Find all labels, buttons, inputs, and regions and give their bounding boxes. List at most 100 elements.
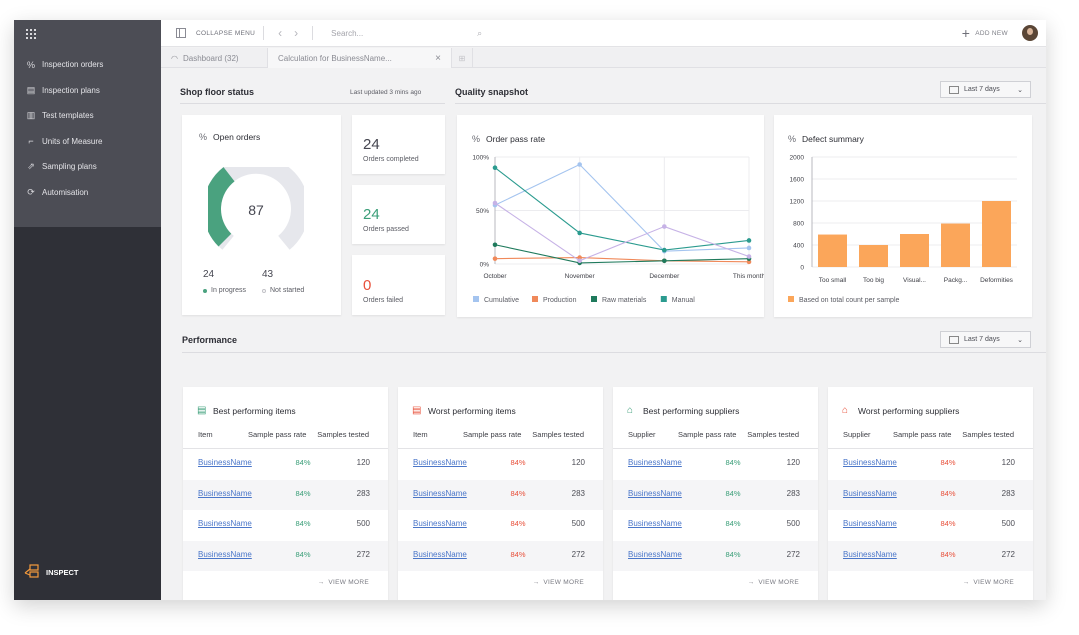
sidebar-item-inspection-plans[interactable]: ▤ Inspection plans: [14, 78, 161, 104]
orders-failed-card[interactable]: 0 Orders failed: [352, 255, 445, 315]
quality-snapshot-title: Quality snapshot: [455, 87, 529, 97]
data-point[interactable]: [746, 245, 752, 251]
business-name-link[interactable]: BusinessName: [843, 549, 897, 559]
order-pass-rate-chart: 0% 50% 100% October November December This mon…: [472, 155, 764, 305]
business-name-link[interactable]: BusinessName: [843, 458, 897, 467]
view-more-link[interactable]: → VIEW MORE: [963, 579, 1014, 586]
view-more-link[interactable]: → VIEW MORE: [533, 579, 584, 586]
add-new-button[interactable]: + ADD NEW: [962, 25, 1008, 41]
data-point[interactable]: [492, 200, 498, 206]
samples-tested-value: 283: [356, 488, 370, 498]
tab-dashboard[interactable]: ◠ Dashboard (32): [161, 48, 268, 68]
table-row: BusinessName 84% 120: [398, 449, 603, 480]
bar[interactable]: [941, 223, 970, 267]
data-point[interactable]: [577, 255, 582, 260]
data-point[interactable]: [577, 162, 582, 167]
table-row: BusinessName 84% 500: [183, 510, 388, 541]
bar[interactable]: [859, 245, 888, 267]
order-pass-rate-card[interactable]: % Order pass rate 0% 50% 100% October Novembe…: [457, 115, 764, 317]
y-tick-label: 0: [800, 265, 804, 272]
data-point[interactable]: [746, 259, 752, 265]
data-point[interactable]: [662, 224, 667, 229]
divider: [180, 103, 445, 104]
column-header: Samples tested: [532, 430, 584, 439]
grid-icon: [26, 29, 36, 39]
pass-rate-value: 84%: [725, 488, 741, 498]
card-title-row: ⌂ Worst performing suppliers: [842, 406, 959, 417]
bar[interactable]: [982, 201, 1011, 267]
search-icon[interactable]: ⌕: [477, 27, 483, 38]
data-point[interactable]: [662, 247, 667, 253]
business-name-link[interactable]: BusinessName: [413, 549, 467, 559]
business-name-link[interactable]: BusinessName: [413, 488, 467, 498]
table-row: BusinessName 84% 500: [828, 510, 1033, 541]
new-tab-button[interactable]: ⊞: [452, 48, 473, 68]
column-header: Supplier: [843, 430, 871, 439]
gauge-fill-arc: [208, 167, 235, 247]
y-tick-label: 1200: [790, 199, 805, 206]
business-name-link[interactable]: BusinessName: [628, 519, 682, 528]
samples-tested-value: 283: [1001, 488, 1015, 498]
search-input[interactable]: Search...: [331, 28, 364, 38]
bar[interactable]: [818, 234, 847, 267]
close-icon[interactable]: ×: [435, 52, 441, 64]
view-more-link[interactable]: → VIEW MORE: [318, 579, 369, 586]
y-tick-label: 0%: [480, 262, 490, 269]
defect-summary-card[interactable]: % Defect summary 0 400 800 1200 1600 2000 Too s…: [774, 115, 1032, 317]
performance-date-range-dropdown[interactable]: Last 7 days ⌄: [940, 331, 1031, 348]
app-launcher[interactable]: [14, 20, 161, 48]
y-tick-label: 800: [793, 221, 804, 228]
tab-calculation[interactable]: Calculation for BusinessName... ×: [268, 48, 452, 68]
sidebar-item-test-templates[interactable]: ▥ Test templates: [14, 103, 161, 129]
date-range-label: Last 7 days: [964, 336, 1000, 343]
orders-completed-card[interactable]: 24 Orders completed: [352, 115, 445, 174]
data-point[interactable]: [492, 242, 498, 248]
column-header: Item: [413, 430, 428, 439]
in-progress-value: 24: [203, 269, 215, 280]
data-point[interactable]: [577, 230, 582, 236]
business-name-link[interactable]: BusinessName: [413, 519, 467, 528]
business-name-link[interactable]: BusinessName: [628, 488, 682, 498]
open-orders-card[interactable]: % Open orders 87 24 43 In progress Not st…: [182, 115, 341, 315]
sidebar-item-label: Inspection orders: [42, 60, 104, 70]
business-name-link[interactable]: BusinessName: [198, 458, 252, 467]
table-header: Supplier Sample pass rate Samples tested: [613, 425, 818, 449]
shop-floor-title: Shop floor status: [180, 87, 254, 97]
app-window: % Inspection orders ▤ Inspection plans ▥ Te…: [14, 20, 1046, 600]
quality-date-range-dropdown[interactable]: Last 7 days ⌄: [940, 81, 1031, 98]
legend-swatch: [660, 296, 667, 302]
business-name-link[interactable]: BusinessName: [843, 488, 897, 498]
data-point[interactable]: [492, 256, 498, 261]
business-name-link[interactable]: BusinessName: [198, 519, 252, 528]
business-name-link[interactable]: BusinessName: [843, 519, 897, 528]
business-name-link[interactable]: BusinessName: [198, 488, 252, 498]
back-arrow-icon[interactable]: ‹: [278, 26, 283, 40]
column-header: Samples tested: [962, 430, 1014, 439]
samples-tested-value: 272: [1001, 549, 1015, 559]
sidebar-item-units-of-measure[interactable]: ⌐ Units of Measure: [14, 129, 161, 155]
business-name-link[interactable]: BusinessName: [198, 549, 252, 559]
view-more-link[interactable]: → VIEW MORE: [748, 579, 799, 586]
sidebar-item-automisation[interactable]: ⟳ Automisation: [14, 180, 161, 206]
avatar[interactable]: [1022, 25, 1038, 41]
data-point[interactable]: [746, 238, 752, 243]
pass-rate-value: 84%: [510, 458, 526, 467]
data-point[interactable]: [492, 165, 498, 170]
data-point[interactable]: [577, 258, 582, 264]
forward-arrow-icon[interactable]: ›: [294, 26, 299, 40]
business-name-link[interactable]: BusinessName: [628, 549, 682, 559]
data-point[interactable]: [662, 258, 667, 264]
bar[interactable]: [900, 234, 929, 267]
brand-logo[interactable]: INSPECT: [24, 564, 79, 580]
table-row: BusinessName 84% 283: [398, 479, 603, 510]
business-name-link[interactable]: BusinessName: [628, 458, 682, 467]
arrow-right-icon: →: [962, 579, 970, 586]
sidebar-item-inspection-orders[interactable]: % Inspection orders: [14, 52, 161, 78]
collapse-menu-button[interactable]: COLLAPSE MENU: [176, 28, 255, 38]
orders-passed-card[interactable]: 24 Orders passed: [352, 185, 445, 244]
not-started-value: 43: [262, 269, 274, 280]
business-name-link[interactable]: BusinessName: [413, 458, 467, 467]
samples-tested-value: 500: [571, 519, 585, 528]
sidebar-item-sampling-plans[interactable]: ⇗ Sampling plans: [14, 154, 161, 180]
data-point[interactable]: [746, 254, 752, 259]
